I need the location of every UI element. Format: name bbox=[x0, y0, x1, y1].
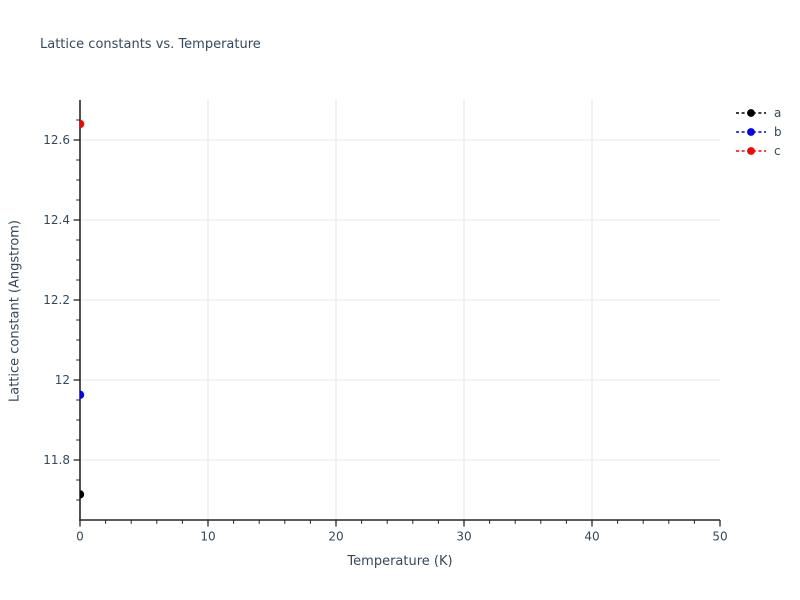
y-tick-label: 12.6 bbox=[43, 133, 70, 147]
legend-item-b: b bbox=[736, 125, 782, 139]
data-points bbox=[80, 119, 85, 499]
chart-title: Lattice constants vs. Temperature bbox=[40, 37, 261, 52]
y-axis-label: Lattice constant (Angstrom) bbox=[7, 219, 23, 403]
y-tick-label: 12 bbox=[55, 373, 70, 387]
legend-marker-a bbox=[736, 109, 766, 117]
data-point-a bbox=[80, 490, 85, 499]
y-tick-label: 11.8 bbox=[43, 453, 70, 467]
y-tick-label: 12.2 bbox=[43, 293, 70, 307]
x-tick-label: 0 bbox=[76, 530, 84, 544]
legend-dot-b bbox=[747, 128, 755, 136]
x-axis-label: Temperature (K) bbox=[347, 554, 453, 569]
legend-item-c: c bbox=[736, 144, 782, 158]
legend-dot-c bbox=[747, 147, 755, 155]
x-tick-label: 10 bbox=[200, 530, 215, 544]
legend-marker-c bbox=[736, 147, 766, 155]
legend-label-b: b bbox=[774, 125, 782, 139]
data-point-c bbox=[80, 119, 85, 129]
legend-label-a: a bbox=[774, 106, 782, 120]
legend-dot-a bbox=[747, 109, 755, 117]
x-tick-label: 40 bbox=[584, 530, 599, 544]
legend-label-c: c bbox=[774, 144, 781, 158]
legend-marker-b bbox=[736, 128, 766, 136]
x-tick-label: 30 bbox=[456, 530, 471, 544]
y-tick-label: 12.4 bbox=[43, 213, 70, 227]
x-tick-label: 50 bbox=[712, 530, 727, 544]
legend-item-a: a bbox=[736, 106, 782, 120]
data-point-b bbox=[80, 390, 85, 399]
x-tick-label: 20 bbox=[328, 530, 343, 544]
